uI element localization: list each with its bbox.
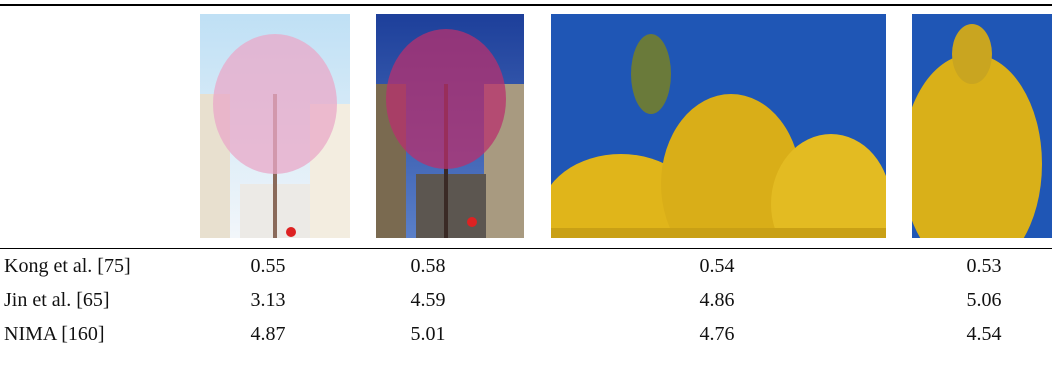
score: 0.55 <box>250 255 286 277</box>
row-label: Kong et al. [75] <box>4 255 131 277</box>
score: 4.87 <box>250 323 286 345</box>
top-rule <box>0 4 1052 6</box>
score: 4.86 <box>699 289 735 311</box>
score: 4.54 <box>966 323 1002 345</box>
score: 3.13 <box>250 289 286 311</box>
photo-magnolia-bright <box>200 14 350 238</box>
row-label: NIMA [160] <box>4 323 105 345</box>
score: 4.76 <box>699 323 735 345</box>
score: 0.58 <box>410 255 446 277</box>
row-label: Jin et al. [65] <box>4 289 110 311</box>
mid-rule <box>0 248 1052 249</box>
photo-magnolia-dark <box>376 14 524 238</box>
score: 5.06 <box>966 289 1002 311</box>
score: 0.54 <box>699 255 735 277</box>
score: 4.59 <box>410 289 446 311</box>
photo-mimosa-crop <box>912 14 1052 238</box>
score: 0.53 <box>966 255 1002 277</box>
photo-mimosa-wide <box>551 14 886 238</box>
score: 5.01 <box>410 323 446 345</box>
